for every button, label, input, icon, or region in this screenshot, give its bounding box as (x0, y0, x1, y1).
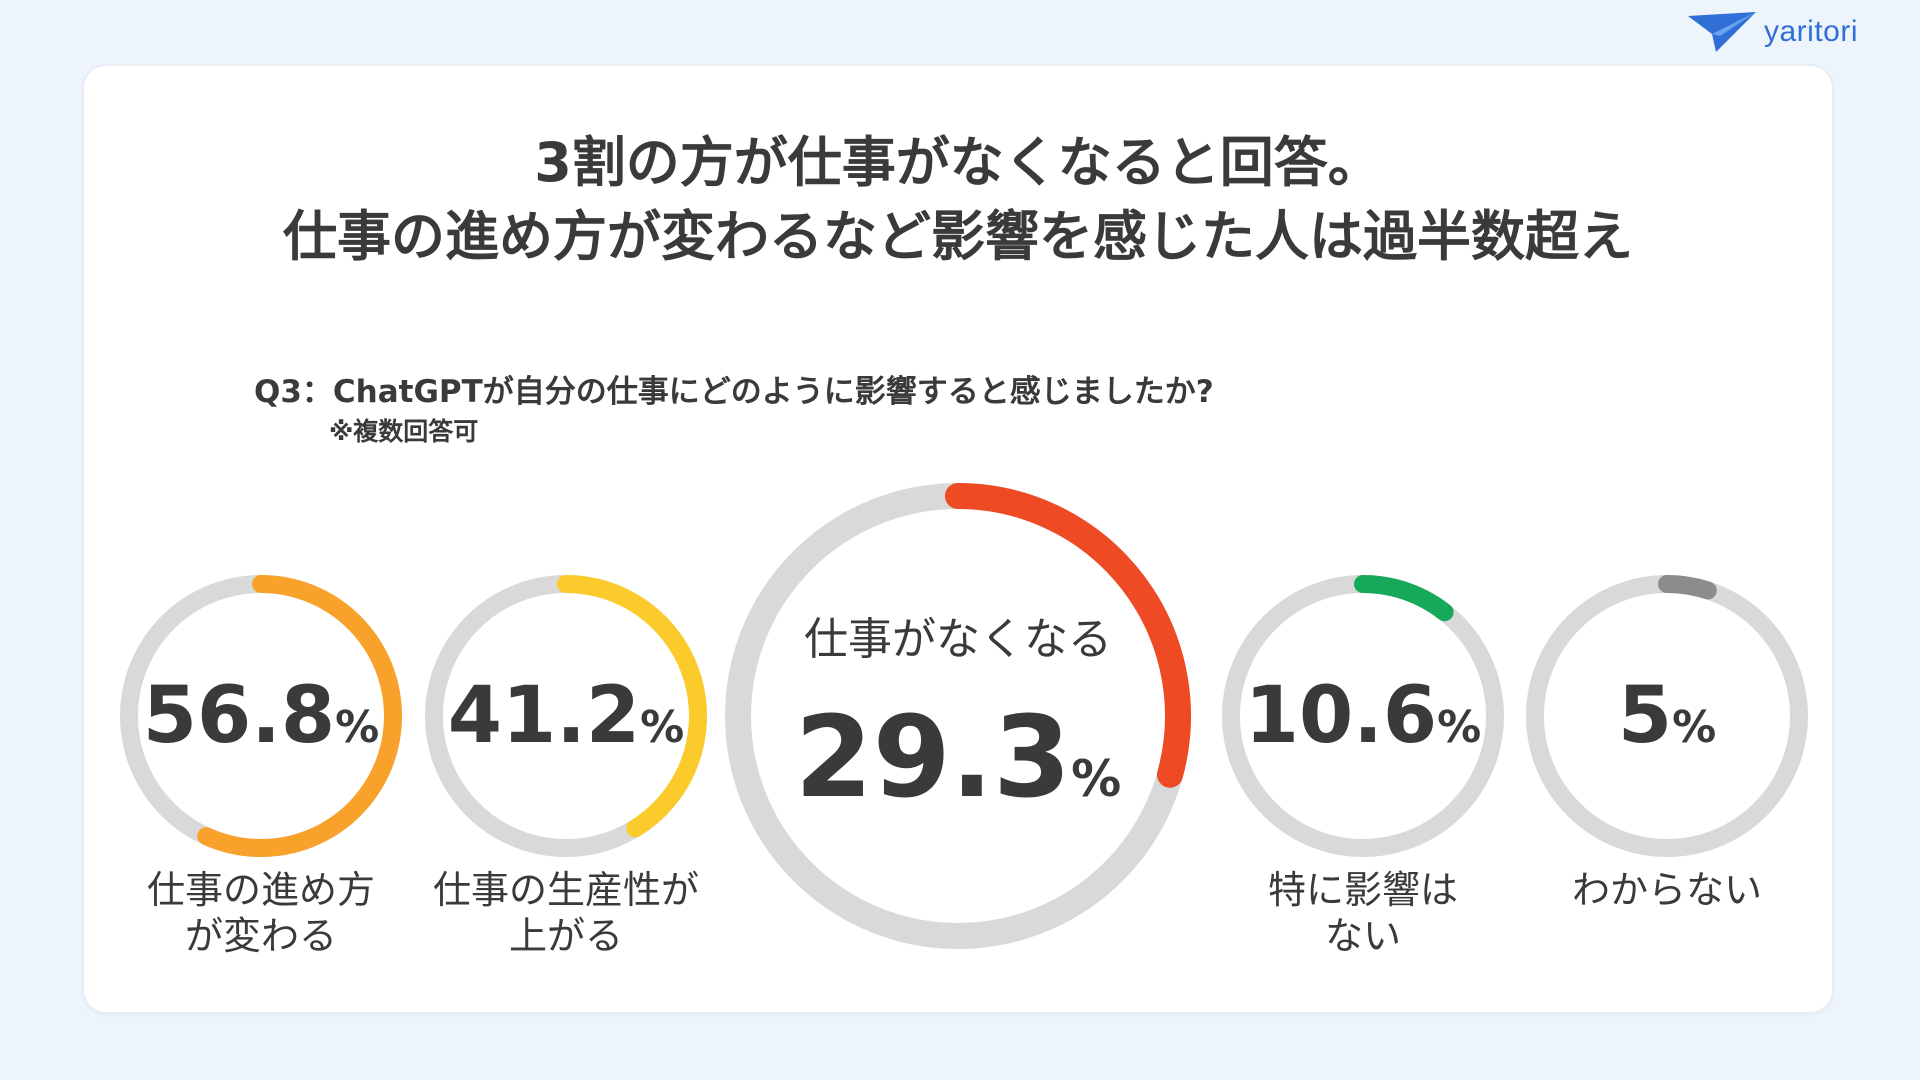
donut-arc (1658, 575, 1717, 600)
donut-value-label: 41.2% (448, 671, 685, 761)
donut-arc (1354, 575, 1454, 622)
donut-chart-1: 56.8% 仕事の進め方が変わる (120, 575, 402, 958)
donut-category-label: 仕事の生産性が (433, 868, 699, 912)
donut-category-label: 仕事がなくなる (804, 614, 1112, 665)
donut-category-label: わからない (1572, 868, 1762, 912)
donut-category-label: が変わる (185, 914, 337, 958)
paper-plane-icon (1687, 12, 1756, 52)
donut-value-label: 56.8% (143, 671, 380, 761)
donut-value-label: 29.3% (795, 693, 1121, 823)
brand-logo: yaritori (1686, 10, 1858, 54)
donut-category-label: 上がる (509, 914, 623, 958)
value-number: 5 (1618, 671, 1672, 761)
headline-line-1: 3割の方が仕事がなくなると回答。 (534, 131, 1382, 194)
value-number: 29.3 (795, 693, 1071, 823)
value-number: 56.8 (143, 671, 335, 761)
survey-card: 3割の方が仕事がなくなると回答。 仕事の進め方が変わるなど影響を感じた人は過半数… (84, 66, 1832, 1012)
donut-value-label: 5% (1618, 671, 1716, 761)
headline: 3割の方が仕事がなくなると回答。 仕事の進め方が変わるなど影響を感じた人は過半数… (84, 126, 1832, 274)
value-number: 41.2 (448, 671, 640, 761)
donut-category-label: ない (1325, 914, 1401, 958)
value-unit: % (1672, 702, 1716, 753)
donut-arc (945, 483, 1191, 788)
donut-category-label: 仕事の進め方 (147, 868, 375, 912)
value-unit: % (1071, 750, 1121, 808)
question-text: Q3：ChatGPTが自分の仕事にどのように影響すると感じましたか? (254, 374, 1214, 410)
value-unit: % (335, 702, 379, 753)
donut-value-label: 10.6% (1245, 671, 1482, 761)
multiple-answer-note: ※複数回答可 (329, 417, 479, 446)
donut-arc (197, 575, 402, 857)
value-number: 10.6 (1245, 671, 1437, 761)
value-unit: % (1437, 702, 1481, 753)
brand-name: yaritori (1763, 15, 1858, 48)
donut-category-label: 特に影響は (1268, 868, 1458, 912)
headline-line-2: 仕事の進め方が変わるなど影響を感じた人は過半数超え (283, 205, 1633, 268)
value-unit: % (640, 702, 684, 753)
donut-chart-5: 5% わからない (1526, 575, 1808, 912)
donut-chart-3: 29.3% 仕事がなくなる (725, 483, 1191, 949)
donut-arc (557, 575, 707, 838)
